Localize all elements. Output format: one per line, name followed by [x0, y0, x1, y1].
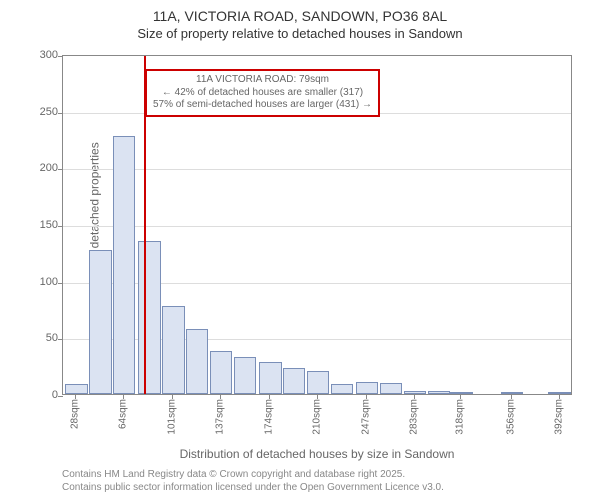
- y-tick: [58, 169, 63, 170]
- histogram-bar: [65, 384, 88, 394]
- x-tick-label: 356sqm: [505, 399, 516, 435]
- histogram-bar: [428, 391, 451, 394]
- x-tick-label: 210sqm: [312, 399, 323, 435]
- y-tick: [58, 283, 63, 284]
- callout-line-3: 57% of semi-detached houses are larger (…: [153, 99, 372, 112]
- histogram-bar: [113, 136, 136, 394]
- x-tick-label: 174sqm: [264, 399, 275, 435]
- page-title: 11A, VICTORIA ROAD, SANDOWN, PO36 8AL: [0, 0, 600, 24]
- x-tick-label: 137sqm: [215, 399, 226, 435]
- gridline: [63, 226, 571, 227]
- y-tick: [58, 339, 63, 340]
- histogram-bar: [210, 351, 233, 394]
- y-tick-label: 200: [18, 162, 58, 174]
- y-tick-label: 0: [18, 389, 58, 401]
- attribution-footer: Contains HM Land Registry data © Crown c…: [62, 468, 444, 494]
- histogram-bar: [138, 241, 161, 394]
- histogram-bar: [234, 357, 257, 394]
- y-tick-label: 150: [18, 219, 58, 231]
- histogram-bar: [356, 382, 379, 394]
- histogram-bar: [331, 384, 354, 394]
- callout-box: 11A VICTORIA ROAD: 79sqm← 42% of detache…: [145, 69, 380, 117]
- gridline: [63, 169, 571, 170]
- histogram-bar: [162, 306, 185, 394]
- callout-line-1: 11A VICTORIA ROAD: 79sqm: [153, 74, 372, 87]
- y-tick-label: 300: [18, 49, 58, 61]
- x-tick-label: 392sqm: [553, 399, 564, 435]
- y-tick: [58, 56, 63, 57]
- x-tick-label: 283sqm: [408, 399, 419, 435]
- y-tick-label: 250: [18, 106, 58, 118]
- histogram-bar: [186, 329, 209, 394]
- histogram-bar: [307, 371, 330, 394]
- histogram-bar: [283, 368, 306, 394]
- footer-line-1: Contains HM Land Registry data © Crown c…: [62, 468, 444, 481]
- x-tick-label: 247sqm: [361, 399, 372, 435]
- callout-line-2: ← 42% of detached houses are smaller (31…: [153, 87, 372, 100]
- y-tick-label: 50: [18, 332, 58, 344]
- x-tick-label: 101sqm: [167, 399, 178, 435]
- histogram-bar: [89, 250, 112, 394]
- x-tick-label: 28sqm: [70, 399, 81, 429]
- histogram-bar: [259, 362, 282, 394]
- histogram-bar: [380, 383, 403, 394]
- x-axis-label: Distribution of detached houses by size …: [62, 447, 572, 461]
- histogram-chart: Number of detached properties 11A VICTOR…: [62, 55, 572, 395]
- y-tick: [58, 226, 63, 227]
- footer-line-2: Contains public sector information licen…: [62, 481, 444, 494]
- page-subtitle: Size of property relative to detached ho…: [0, 24, 600, 41]
- plot-area: 11A VICTORIA ROAD: 79sqm← 42% of detache…: [62, 55, 572, 395]
- x-tick-label: 64sqm: [118, 399, 129, 429]
- y-tick: [58, 113, 63, 114]
- y-tick: [58, 396, 63, 397]
- y-tick-label: 100: [18, 276, 58, 288]
- x-tick-label: 318sqm: [455, 399, 466, 435]
